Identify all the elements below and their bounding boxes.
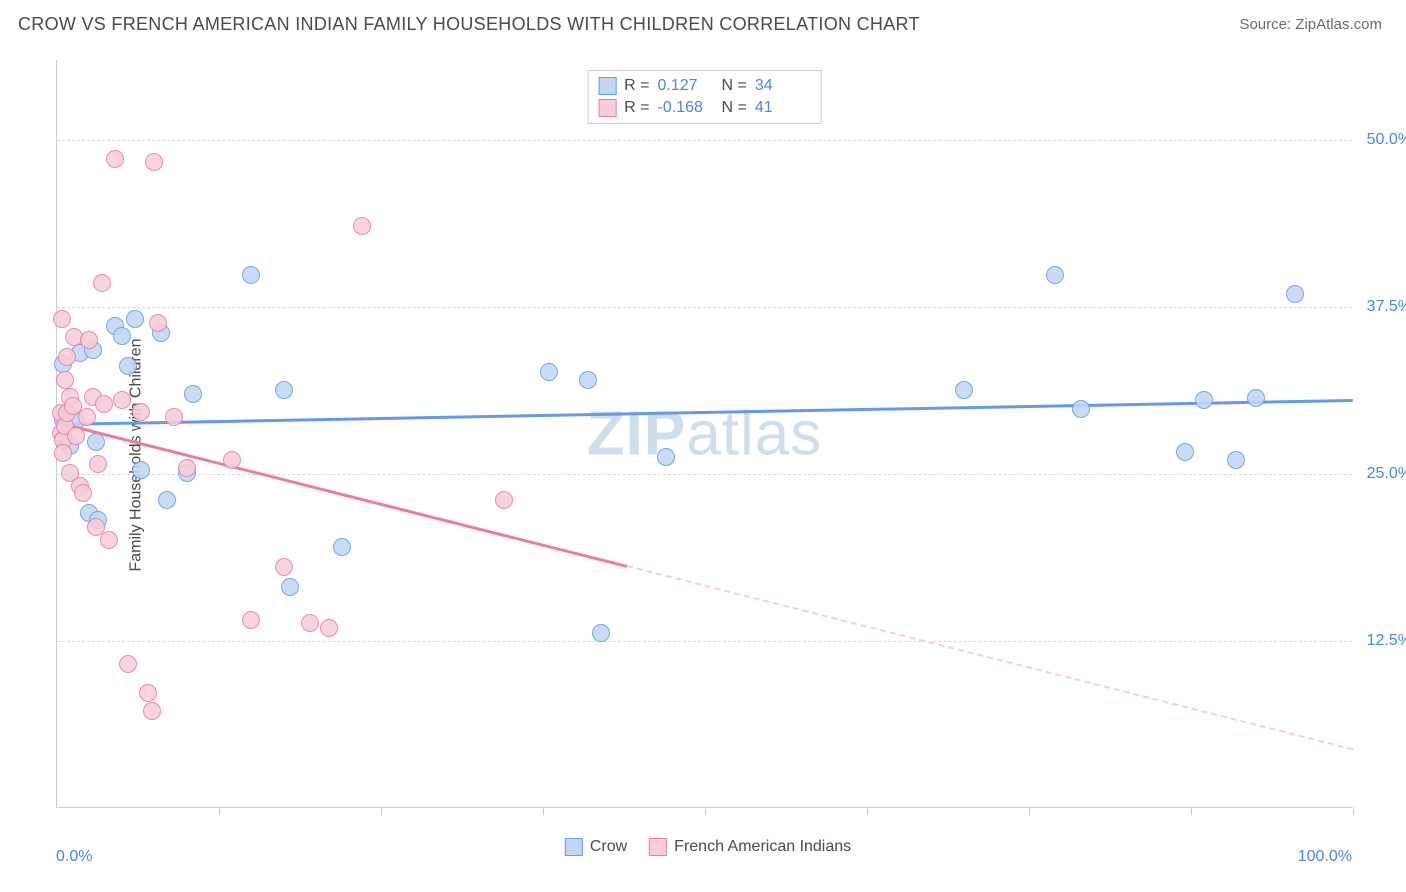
scatter-point xyxy=(93,274,111,292)
scatter-point xyxy=(353,217,371,235)
x-tick xyxy=(705,807,706,815)
scatter-point xyxy=(184,385,202,403)
y-tick-label: 50.0% xyxy=(1367,131,1406,149)
scatter-point xyxy=(143,702,161,720)
scatter-point xyxy=(149,314,167,332)
legend-series-item: French American Indians xyxy=(649,838,851,856)
legend-swatch xyxy=(565,838,583,856)
legend-r-label: R = xyxy=(624,77,649,95)
scatter-point xyxy=(158,491,176,509)
scatter-point xyxy=(132,461,150,479)
scatter-point xyxy=(1195,391,1213,409)
legend-correlation: R = 0.127 N = 34 R = -0.168 N = 41 xyxy=(587,70,822,124)
scatter-point xyxy=(67,427,85,445)
scatter-point xyxy=(1227,451,1245,469)
scatter-point xyxy=(1247,389,1265,407)
scatter-point xyxy=(1176,443,1194,461)
legend-series: Crow French American Indians xyxy=(565,838,851,856)
scatter-point xyxy=(1072,400,1090,418)
chart-title: CROW VS FRENCH AMERICAN INDIAN FAMILY HO… xyxy=(18,14,920,35)
y-gridline xyxy=(57,641,1352,642)
scatter-point xyxy=(540,363,558,381)
scatter-point xyxy=(165,408,183,426)
scatter-point xyxy=(119,655,137,673)
x-tick xyxy=(543,807,544,815)
scatter-point xyxy=(242,611,260,629)
y-tick-label: 25.0% xyxy=(1367,465,1406,483)
legend-r-value: -0.168 xyxy=(658,99,714,117)
scatter-point xyxy=(592,624,610,642)
scatter-point xyxy=(89,455,107,473)
scatter-point xyxy=(74,484,92,502)
legend-swatch xyxy=(598,99,616,117)
scatter-point xyxy=(955,381,973,399)
scatter-point xyxy=(333,538,351,556)
x-axis-max-label: 100.0% xyxy=(1298,848,1352,866)
scatter-point xyxy=(275,381,293,399)
legend-swatch xyxy=(598,77,616,95)
scatter-point xyxy=(139,684,157,702)
x-tick xyxy=(867,807,868,815)
scatter-point xyxy=(113,327,131,345)
y-gridline xyxy=(57,307,1352,308)
x-tick xyxy=(1191,807,1192,815)
scatter-point xyxy=(1046,266,1064,284)
x-tick xyxy=(1353,807,1354,815)
plot-area: ZIPatlas R =0.127N =34R =-0.168N =41 12.… xyxy=(56,60,1352,808)
x-tick xyxy=(1029,807,1030,815)
scatter-point xyxy=(56,371,74,389)
legend-series-item: Crow xyxy=(565,838,627,856)
scatter-point xyxy=(58,348,76,366)
scatter-point xyxy=(657,448,675,466)
y-tick-label: 12.5% xyxy=(1367,632,1406,650)
chart-header: CROW VS FRENCH AMERICAN INDIAN FAMILY HO… xyxy=(0,0,1406,43)
scatter-point xyxy=(119,357,137,375)
scatter-point xyxy=(320,619,338,637)
scatter-point xyxy=(126,310,144,328)
chart-source: Source: ZipAtlas.com xyxy=(1239,16,1382,33)
y-tick-label: 37.5% xyxy=(1367,298,1406,316)
scatter-point xyxy=(145,153,163,171)
x-tick xyxy=(219,807,220,815)
legend-r-label: R = xyxy=(624,99,649,117)
scatter-point xyxy=(223,451,241,469)
legend-correlation-row: R = -0.168 N = 41 xyxy=(598,97,811,119)
scatter-point xyxy=(87,433,105,451)
legend-swatch xyxy=(649,838,667,856)
legend-series-label: Crow xyxy=(590,838,627,856)
scatter-point xyxy=(80,331,98,349)
scatter-point xyxy=(242,266,260,284)
legend-n-label: N = xyxy=(722,99,747,117)
x-tick xyxy=(381,807,382,815)
y-gridline xyxy=(57,474,1352,475)
scatter-point xyxy=(579,371,597,389)
legend-series-label: French American Indians xyxy=(674,838,851,856)
scatter-point xyxy=(54,444,72,462)
legend-n-label: N = xyxy=(722,77,747,95)
scatter-point xyxy=(281,578,299,596)
scatter-point xyxy=(113,391,131,409)
regression-line xyxy=(57,399,1353,426)
chart-container: Family Households with Children ZIPatlas… xyxy=(30,50,1386,860)
scatter-point xyxy=(53,310,71,328)
regression-line xyxy=(627,565,1353,750)
legend-n-value: 41 xyxy=(755,99,811,117)
legend-r-value: 0.127 xyxy=(658,77,714,95)
scatter-point xyxy=(495,491,513,509)
scatter-point xyxy=(78,408,96,426)
legend-correlation-row: R = 0.127 N = 34 xyxy=(598,75,811,97)
scatter-point xyxy=(95,395,113,413)
scatter-point xyxy=(106,150,124,168)
scatter-point xyxy=(275,558,293,576)
scatter-point xyxy=(100,531,118,549)
x-axis-min-label: 0.0% xyxy=(56,848,92,866)
y-gridline xyxy=(57,140,1352,141)
scatter-point xyxy=(301,614,319,632)
legend-n-value: 34 xyxy=(755,77,811,95)
scatter-point xyxy=(1286,285,1304,303)
scatter-point xyxy=(132,403,150,421)
scatter-point xyxy=(178,459,196,477)
